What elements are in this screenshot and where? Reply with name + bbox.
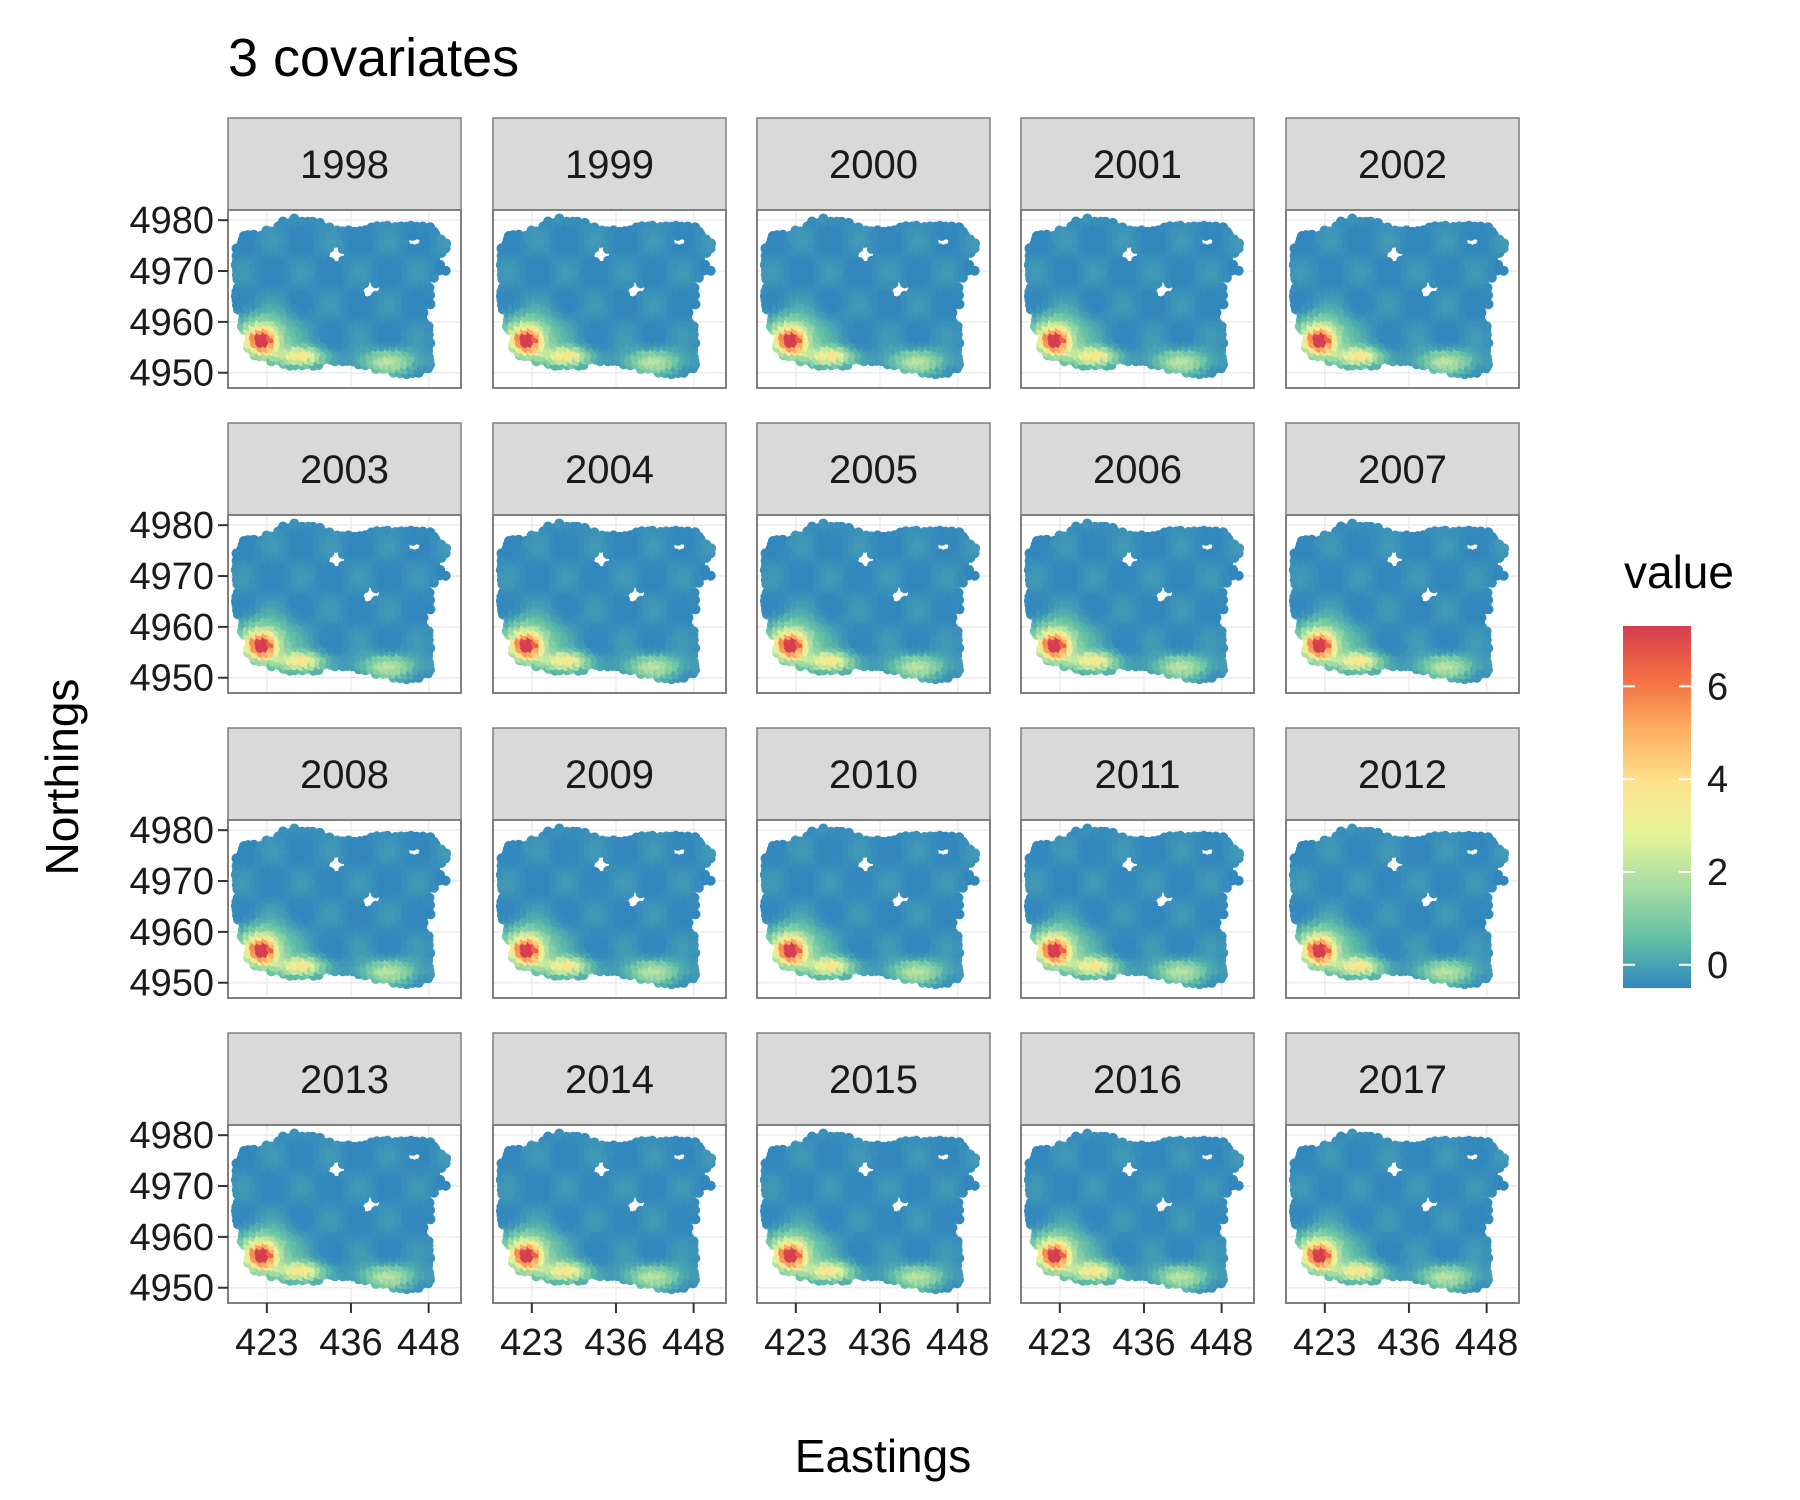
heatmap-points [1023, 213, 1245, 380]
heatmap-cell [1221, 226, 1232, 237]
heatmap-cell [693, 226, 704, 237]
facet-panel: 2000 [756, 117, 991, 389]
heatmap-cell [705, 265, 716, 276]
chart-title: 3 covariates [228, 28, 519, 88]
heatmap-points [759, 213, 981, 380]
facet-label: 2001 [1093, 143, 1182, 187]
heatmap-cell [1233, 265, 1244, 276]
heatmap-cell [969, 265, 980, 276]
heatmap-cell [289, 213, 300, 224]
heatmap-cell [441, 238, 452, 249]
heatmap-points [230, 213, 452, 380]
y-tick-label: 4950 [129, 353, 214, 395]
heatmap-cell [970, 238, 981, 249]
heatmap-points [1288, 213, 1510, 380]
facet-strip [227, 117, 462, 211]
heatmap-cell [324, 222, 335, 233]
facet-label: 2002 [1358, 143, 1447, 187]
heatmap-cell [440, 265, 451, 276]
facet-panel: 2002 [1285, 117, 1520, 389]
facet-label: 2000 [829, 143, 918, 187]
facet-label: 1998 [300, 143, 389, 187]
heatmap-cell [1216, 321, 1227, 332]
facet-panel: 1999 [492, 117, 727, 389]
heatmap-cell [1234, 238, 1245, 249]
facet-panel: 2001 [1020, 117, 1255, 389]
heatmap-cell [428, 226, 439, 237]
heatmap-cell [952, 321, 963, 332]
heatmap-cell [688, 321, 699, 332]
facet-label: 1999 [565, 143, 654, 187]
heatmap-cell [424, 282, 435, 293]
heatmap-cell [706, 238, 717, 249]
heatmap-cell [957, 226, 968, 237]
y-tick-label: 4960 [129, 302, 214, 344]
heatmap-points [495, 213, 717, 380]
facet-panel: 1998 4950 4960 4970 4980 [129, 117, 462, 395]
heatmap-cell [689, 282, 700, 293]
heatmap-cell [423, 321, 434, 332]
heatmap-cell [953, 282, 964, 293]
heatmap-cell [1217, 282, 1228, 293]
y-tick-label: 4980 [129, 200, 214, 242]
y-tick-label: 4970 [129, 251, 214, 293]
